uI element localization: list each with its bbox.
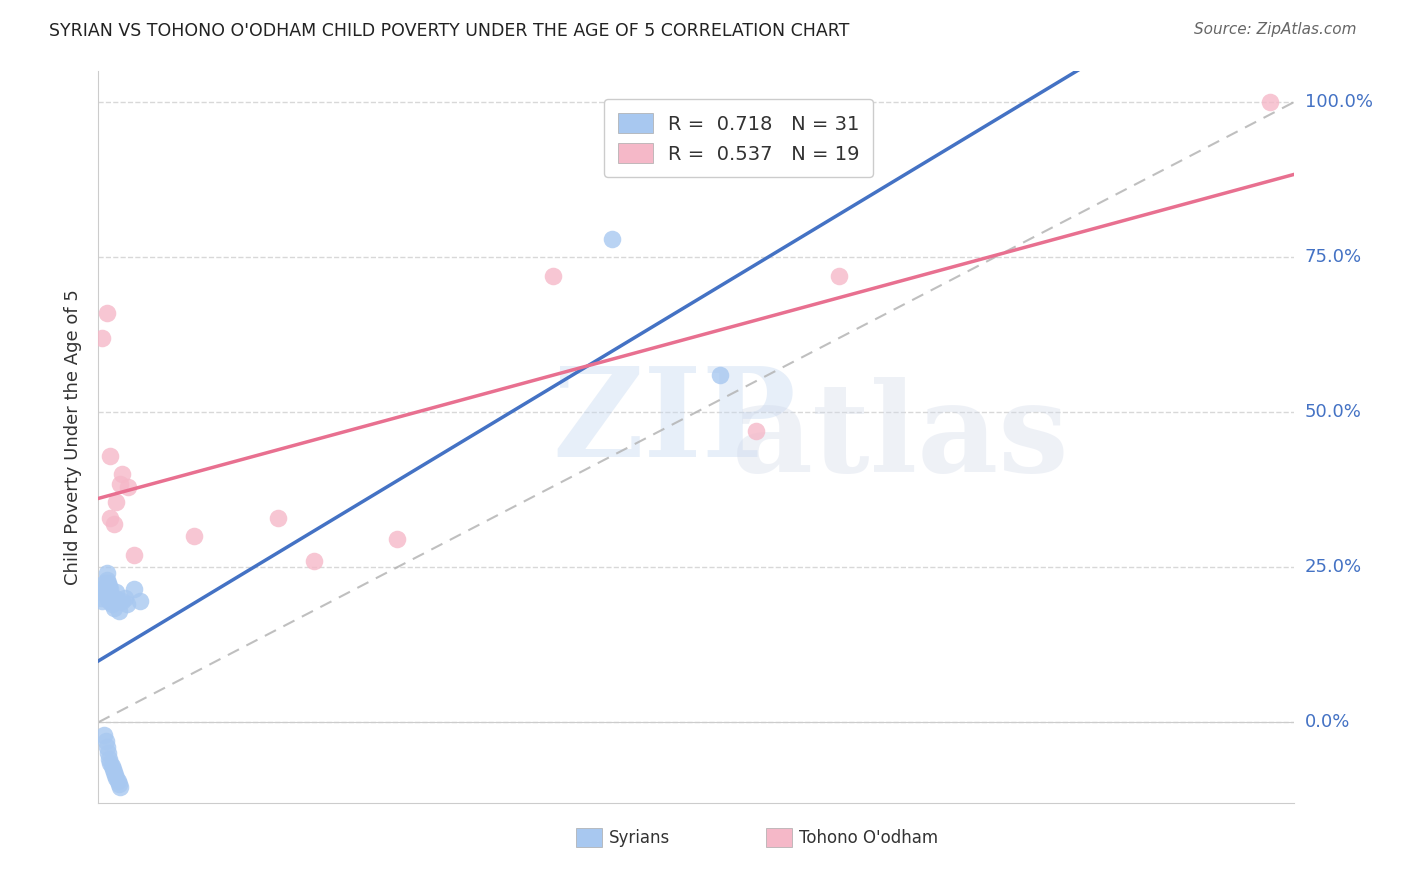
- Point: [107, 774, 129, 789]
- Text: 50.0%: 50.0%: [1305, 403, 1361, 421]
- Point: [183, 529, 205, 543]
- Point: [602, 232, 624, 246]
- Point: [98, 579, 121, 593]
- Point: [115, 598, 138, 612]
- Point: [101, 762, 124, 776]
- Point: [108, 780, 131, 795]
- Point: [124, 548, 146, 562]
- Point: [828, 268, 851, 283]
- Point: [90, 591, 112, 606]
- Point: [103, 600, 125, 615]
- Point: [745, 424, 768, 438]
- Point: [103, 764, 125, 779]
- Text: 100.0%: 100.0%: [1305, 94, 1372, 112]
- Point: [111, 467, 134, 482]
- Point: [98, 510, 122, 524]
- Point: [93, 575, 115, 590]
- Bar: [576, 828, 602, 847]
- Point: [91, 331, 114, 345]
- Point: [1258, 95, 1281, 110]
- Point: [117, 480, 139, 494]
- Text: ZIP: ZIP: [553, 362, 796, 483]
- Legend: R =  0.718   N = 31, R =  0.537   N = 19: R = 0.718 N = 31, R = 0.537 N = 19: [605, 99, 873, 178]
- Bar: [766, 828, 792, 847]
- Point: [107, 604, 129, 618]
- Point: [98, 449, 122, 463]
- Text: Syrians: Syrians: [609, 829, 671, 847]
- Point: [98, 588, 122, 602]
- Point: [302, 554, 325, 568]
- Point: [91, 594, 114, 608]
- Point: [96, 739, 118, 754]
- Text: Source: ZipAtlas.com: Source: ZipAtlas.com: [1194, 22, 1357, 37]
- Point: [107, 594, 129, 608]
- Text: Tohono O'odham: Tohono O'odham: [799, 829, 938, 847]
- Point: [97, 746, 120, 760]
- Point: [97, 591, 120, 606]
- Point: [98, 594, 121, 608]
- Point: [129, 594, 152, 608]
- Point: [100, 758, 122, 772]
- Text: 75.0%: 75.0%: [1305, 248, 1362, 267]
- Point: [104, 591, 127, 606]
- Point: [98, 756, 122, 770]
- Point: [93, 728, 115, 742]
- Point: [385, 533, 409, 547]
- Point: [107, 777, 129, 791]
- Point: [100, 598, 122, 612]
- Point: [98, 585, 121, 599]
- Point: [96, 306, 118, 320]
- Text: 25.0%: 25.0%: [1305, 558, 1362, 576]
- Point: [98, 752, 121, 766]
- Point: [96, 573, 118, 587]
- Point: [96, 566, 118, 581]
- Point: [105, 585, 128, 599]
- Text: SYRIAN VS TOHONO O'ODHAM CHILD POVERTY UNDER THE AGE OF 5 CORRELATION CHART: SYRIAN VS TOHONO O'ODHAM CHILD POVERTY U…: [49, 22, 849, 40]
- Point: [108, 476, 131, 491]
- Point: [91, 585, 114, 599]
- Y-axis label: Child Poverty Under the Age of 5: Child Poverty Under the Age of 5: [65, 289, 83, 585]
- Point: [105, 771, 128, 785]
- Point: [114, 591, 136, 606]
- Point: [104, 768, 127, 782]
- Point: [103, 516, 125, 531]
- Point: [709, 368, 731, 383]
- Point: [267, 510, 290, 524]
- Point: [124, 582, 146, 596]
- Point: [105, 495, 128, 509]
- Point: [97, 575, 120, 590]
- Point: [94, 579, 117, 593]
- Text: 0.0%: 0.0%: [1305, 714, 1350, 731]
- Point: [541, 268, 564, 283]
- Point: [93, 582, 115, 596]
- Point: [98, 582, 122, 596]
- Text: atlas: atlas: [733, 376, 1070, 498]
- Point: [94, 734, 117, 748]
- Point: [101, 594, 124, 608]
- Point: [111, 594, 134, 608]
